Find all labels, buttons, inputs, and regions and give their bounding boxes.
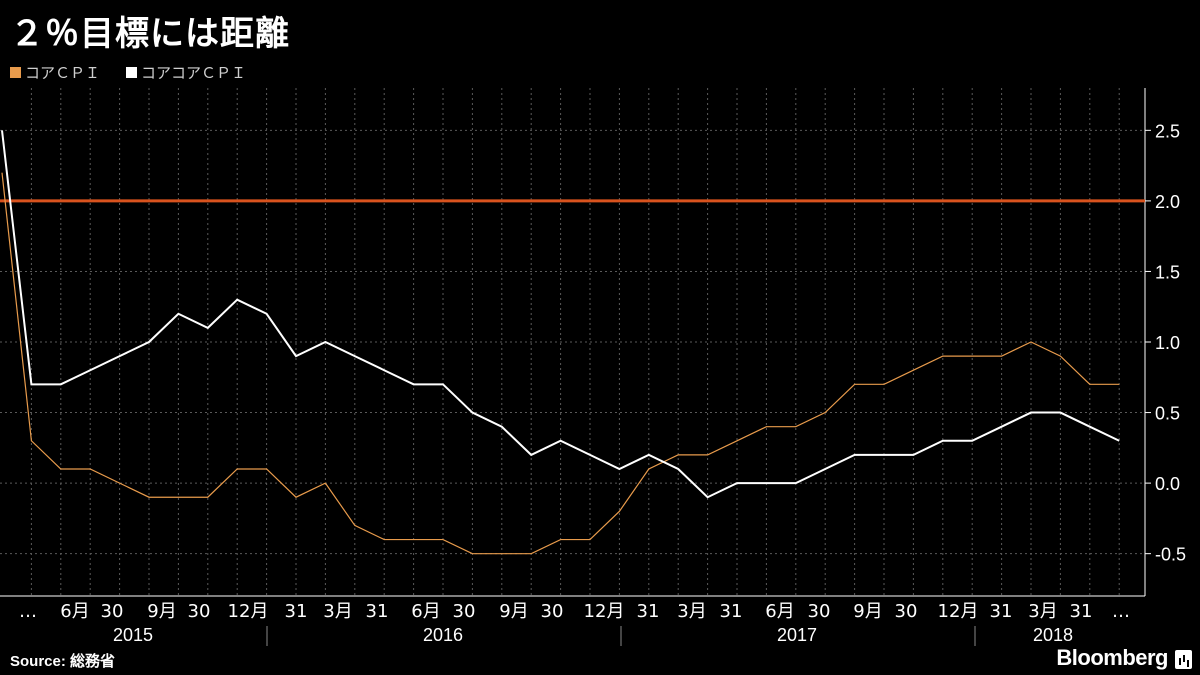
- brand-logo: Bloomberg: [1056, 645, 1168, 670]
- x-tick-label: 3月: [677, 601, 706, 622]
- y-tick-label: 0.0: [1155, 474, 1180, 494]
- x-tick-label: 30: [188, 601, 211, 622]
- x-tick-label: 6月: [411, 601, 440, 622]
- y-tick-label: 2.5: [1155, 121, 1180, 141]
- x-tick-label: 30: [808, 601, 831, 622]
- x-tick-label: 31: [285, 601, 308, 622]
- x-tick-label: 31: [637, 601, 660, 622]
- source-note: Source: 総務省: [10, 653, 116, 670]
- x-tick-label: 30: [541, 601, 564, 622]
- x-tick-label: 12月: [584, 601, 625, 622]
- x-year-label: 2017: [777, 625, 817, 645]
- x-year-label: 2015: [113, 625, 153, 645]
- y-tick-label: 1.5: [1155, 262, 1180, 282]
- legend-label-core-cpi: コアＣＰＩ: [25, 64, 101, 82]
- x-tick-label: 31: [1070, 601, 1093, 622]
- x-tick-label: 6月: [765, 601, 794, 622]
- legend-item-core-cpi: コアＣＰＩ: [10, 62, 100, 83]
- x-tick-label: 31: [720, 601, 743, 622]
- series-line-core-cpi: [1, 172, 1120, 555]
- legend: コアＣＰＩ コアコアＣＰＩ: [10, 62, 246, 83]
- bloomberg-icon: [1175, 650, 1192, 669]
- x-tick-label: 9月: [499, 601, 528, 622]
- x-tick-label: 30: [453, 601, 476, 622]
- x-tick-label: 6月: [60, 601, 89, 622]
- x-tick-label: 31: [366, 601, 389, 622]
- series-line-core-core-cpi: [1, 130, 1120, 499]
- y-tick-label: 0.5: [1155, 404, 1180, 424]
- y-tick-label: -0.5: [1155, 545, 1186, 565]
- legend-item-core-core-cpi: コアコアＣＰＩ: [126, 62, 246, 83]
- x-tick-label: 31: [990, 601, 1013, 622]
- y-tick-label: 1.0: [1155, 333, 1180, 353]
- x-tick-label: 12月: [228, 601, 269, 622]
- y-tick-label: 2.0: [1155, 192, 1180, 212]
- legend-swatch-core-core-cpi: [126, 67, 138, 78]
- legend-swatch-core-cpi: [10, 67, 21, 78]
- x-year-label: 2018: [1033, 625, 1073, 645]
- x-tick-label: 12月: [938, 601, 979, 622]
- x-tick-label: 9月: [147, 601, 176, 622]
- x-tick-label: 30: [895, 601, 918, 622]
- x-tick-label: …: [19, 601, 37, 622]
- x-tick-label: 3月: [323, 601, 352, 622]
- x-year-label: 2016: [423, 625, 463, 645]
- x-tick-label: …: [1112, 601, 1130, 622]
- legend-label-core-core-cpi: コアコアＣＰＩ: [141, 64, 247, 82]
- x-tick-label: 30: [101, 601, 124, 622]
- chart-title: ２％目標には距離: [10, 14, 290, 54]
- x-tick-label: 3月: [1028, 601, 1057, 622]
- x-tick-label: 9月: [853, 601, 882, 622]
